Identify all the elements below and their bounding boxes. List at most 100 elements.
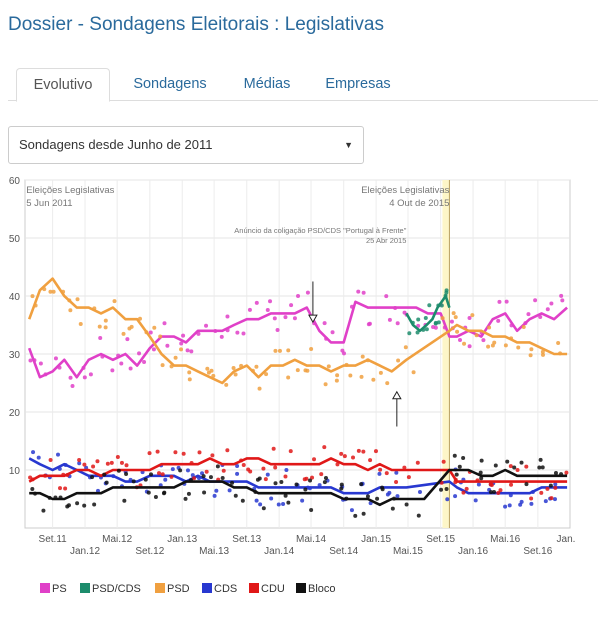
x-tick-label: Mai.12 xyxy=(102,534,132,545)
legend-item[interactable]: PSD xyxy=(155,583,190,595)
x-tick-label: Jan.12 xyxy=(70,546,100,557)
legend-item[interactable]: CDU xyxy=(249,583,285,595)
tab-medias[interactable]: Médias xyxy=(243,76,291,92)
chevron-down-icon: ▼ xyxy=(344,140,353,150)
poll-point-cds xyxy=(395,494,400,499)
poll-point-bloco xyxy=(104,480,109,485)
poll-point-cds xyxy=(254,498,259,503)
poll-point-psd xyxy=(121,331,126,336)
poll-point-cdu xyxy=(539,490,544,495)
poll-point-psd xyxy=(378,370,383,375)
poll-point-cds xyxy=(269,496,274,501)
poll-point-ps xyxy=(142,359,147,364)
poll-point-psd xyxy=(371,377,376,382)
poll-point-bloco xyxy=(90,475,95,480)
poll-point-psd xyxy=(160,363,165,368)
poll-point-cdu xyxy=(524,464,529,469)
poll-point-bloco xyxy=(361,511,366,516)
poll-point-bloco xyxy=(279,479,284,484)
poll-point-psd xyxy=(309,346,314,351)
poll-point-psd-cds xyxy=(416,317,421,322)
tab-empresas[interactable]: Empresas xyxy=(325,76,391,92)
poll-point-cdu xyxy=(246,467,251,472)
poll-point-ps xyxy=(533,298,538,303)
tab-evolutivo[interactable]: Evolutivo xyxy=(16,68,110,102)
poll-point-psd xyxy=(474,333,479,338)
poll-point-cdu xyxy=(63,486,68,491)
poll-point-psd xyxy=(179,347,184,352)
poll-point-psd xyxy=(334,378,339,383)
period-select[interactable]: Sondagens desde Junho de 2011 ▼ xyxy=(8,126,364,164)
legend-item[interactable]: Bloco xyxy=(296,583,336,595)
legend-label: PS xyxy=(52,583,67,595)
poll-point-ps xyxy=(165,343,170,348)
poll-point-psd xyxy=(359,374,364,379)
poll-point-psd xyxy=(68,308,73,313)
poll-point-cds xyxy=(529,501,534,506)
poll-point-ps xyxy=(356,289,361,294)
poll-point-bloco xyxy=(41,508,46,513)
poll-point-ps xyxy=(189,349,194,354)
poll-point-ps xyxy=(98,336,103,341)
poll-point-bloco xyxy=(359,482,364,487)
poll-point-cdu xyxy=(58,486,63,491)
poll-point-cds xyxy=(284,468,289,473)
poll-point-ps xyxy=(137,351,142,356)
poll-point-psd xyxy=(470,313,475,318)
poll-point-ps xyxy=(538,314,543,319)
legend-item[interactable]: PS xyxy=(40,583,67,595)
poll-point-bloco xyxy=(452,453,457,458)
poll-point-cdu xyxy=(261,466,266,471)
series-line-cdu xyxy=(28,457,568,483)
annotation-date: 25 Abr 2015 xyxy=(366,236,406,245)
legend-item[interactable]: PSD/CDS xyxy=(80,583,141,595)
poll-point-ps xyxy=(28,358,33,363)
poll-point-cds xyxy=(185,468,190,473)
poll-point-bloco xyxy=(186,491,191,496)
poll-point-bloco xyxy=(454,472,459,477)
poll-point-bloco xyxy=(553,470,558,475)
legend-label: PSD/CDS xyxy=(92,583,141,595)
poll-point-psd xyxy=(112,299,117,304)
poll-point-ps xyxy=(361,290,366,295)
poll-point-cdu xyxy=(157,471,162,476)
poll-point-psd xyxy=(453,315,458,320)
poll-point-cds xyxy=(235,471,240,476)
poll-point-cds xyxy=(445,497,450,502)
legend-swatch xyxy=(202,583,212,593)
poll-point-ps xyxy=(545,307,550,312)
poll-point-ps xyxy=(431,325,436,330)
legend-label: Bloco xyxy=(308,583,336,595)
annotation-title: Anúncio da coligação PSD/CDS "Portugal à… xyxy=(234,226,406,235)
poll-point-ps xyxy=(296,293,301,298)
poll-point-bloco xyxy=(116,468,121,473)
poll-point-ps xyxy=(526,312,531,317)
legend-item[interactable]: CDS xyxy=(202,583,237,595)
poll-point-cdu xyxy=(155,449,160,454)
poll-point-cds xyxy=(163,477,168,482)
x-tick-label: Set.14 xyxy=(329,546,358,557)
tab-sondagens[interactable]: Sondagens xyxy=(133,76,207,92)
poll-point-ps xyxy=(148,330,153,335)
poll-point-bloco xyxy=(365,494,370,499)
annotation-date: 5 Jun 2011 xyxy=(26,198,72,209)
poll-point-bloco xyxy=(240,498,245,503)
poll-point-cds xyxy=(453,494,458,499)
x-tick-label: Set.15 xyxy=(426,534,455,545)
poll-point-psd xyxy=(286,375,291,380)
poll-point-cds xyxy=(553,482,558,487)
poll-point-cdu xyxy=(553,485,558,490)
poll-point-ps xyxy=(254,300,259,305)
poll-point-bloco xyxy=(143,477,148,482)
poll-point-bloco xyxy=(548,483,553,488)
poll-point-psd xyxy=(411,370,416,375)
poll-point-ps xyxy=(549,301,554,306)
poll-point-bloco xyxy=(149,472,154,477)
poll-point-ps xyxy=(179,341,184,346)
poll-point-psd-cds xyxy=(424,327,429,332)
x-tick-label: Jan.13 xyxy=(167,534,197,545)
poll-point-cdu xyxy=(77,457,82,462)
poll-point-ps xyxy=(384,294,389,299)
y-tick-label: 20 xyxy=(9,408,21,419)
poll-point-psd xyxy=(540,352,545,357)
